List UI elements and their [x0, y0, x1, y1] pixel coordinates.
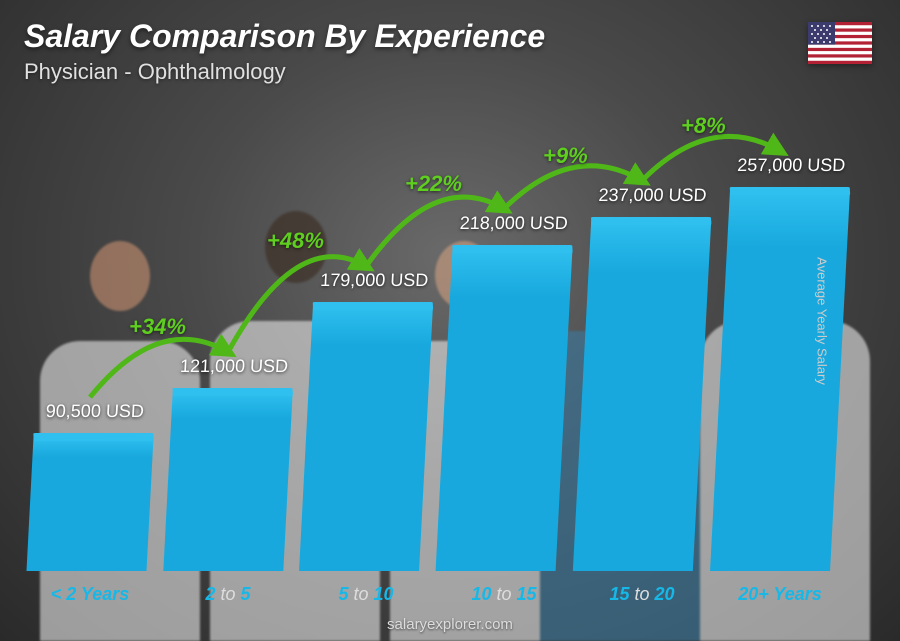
bar: 90,500 USD	[30, 437, 150, 571]
increment-pct-label: +34%	[129, 314, 186, 340]
x-axis-label: 20+ Years	[720, 584, 840, 605]
increment-pct-label: +22%	[405, 171, 462, 197]
chart-subtitle: Physician - Ophthalmology	[24, 59, 876, 85]
x-axis-label: < 2 Years	[30, 584, 150, 605]
x-axis-label: 2 to 5	[168, 584, 288, 605]
bar-value-label: 237,000 USD	[598, 185, 707, 206]
footer-attribution: salaryexplorer.com	[0, 616, 900, 633]
increment-pct-label: +8%	[681, 113, 726, 139]
bar-value-label: 121,000 USD	[179, 356, 288, 377]
us-flag-icon	[808, 22, 872, 64]
bar: 179,000 USD	[306, 306, 426, 571]
bar: 121,000 USD	[168, 392, 288, 571]
bar: 218,000 USD	[444, 249, 564, 571]
increment-pct-label: +9%	[543, 143, 588, 169]
bar-value-label: 218,000 USD	[459, 213, 568, 234]
x-axis-label: 15 to 20	[582, 584, 702, 605]
x-axis-label: 5 to 10	[306, 584, 426, 605]
y-axis-label: Average Yearly Salary	[815, 257, 830, 385]
bar-value-label: 90,500 USD	[45, 401, 144, 422]
bar-value-label: 179,000 USD	[320, 270, 429, 291]
bar: 237,000 USD	[582, 221, 702, 571]
x-axis-label: 10 to 15	[444, 584, 564, 605]
increment-pct-label: +48%	[267, 228, 324, 254]
bar-chart: 90,500 USD121,000 USD179,000 USD218,000 …	[30, 131, 840, 571]
bar-value-label: 257,000 USD	[737, 155, 846, 176]
chart-title: Salary Comparison By Experience	[24, 18, 876, 55]
x-axis-labels: < 2 Years 2 to 5 5 to 10 10 to 15 15 to 20 20…	[30, 584, 840, 605]
